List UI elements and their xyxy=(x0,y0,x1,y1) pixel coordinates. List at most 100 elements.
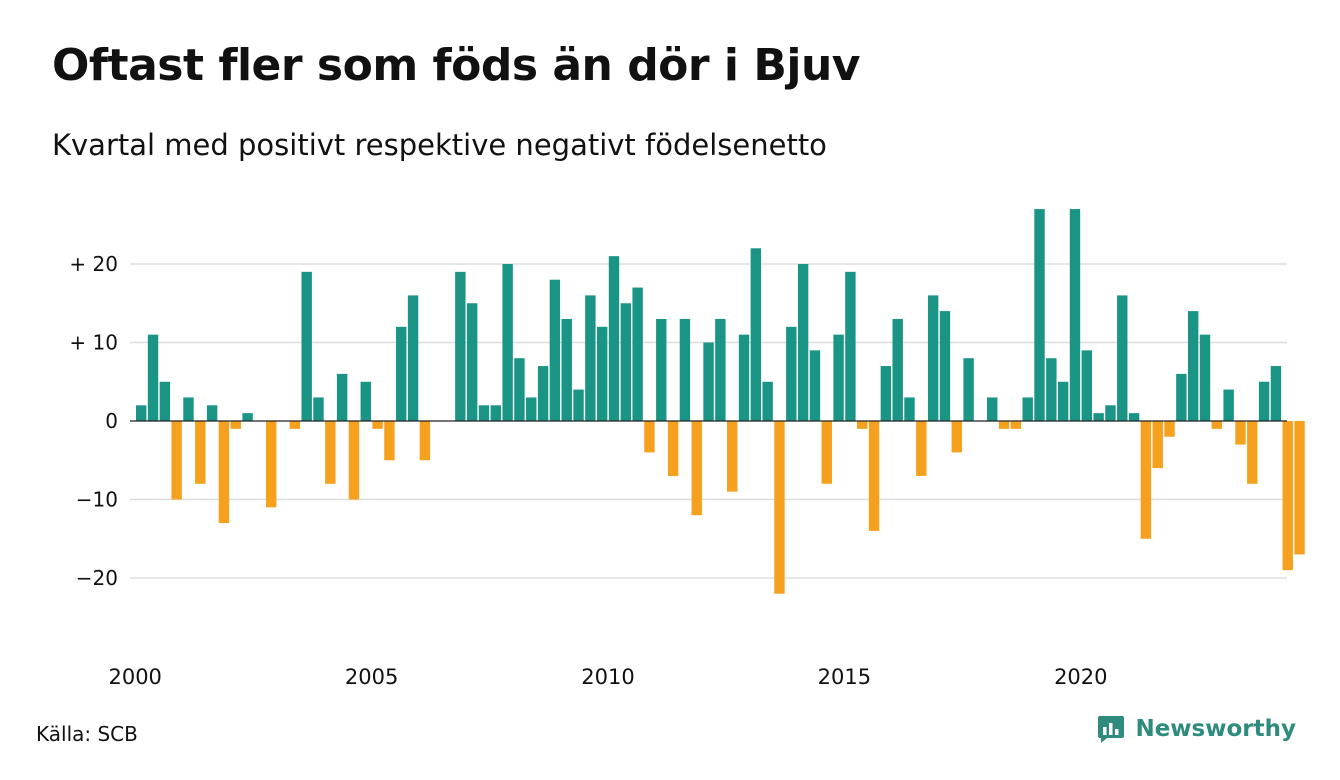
bar-2024-k1 xyxy=(1271,366,1281,421)
bar-2023-k3 xyxy=(1247,421,1257,484)
bar-2009-k2 xyxy=(573,390,583,421)
bar-2001-k4 xyxy=(219,421,229,523)
bar-2005-k4 xyxy=(408,295,418,421)
bar-2010-k1 xyxy=(609,256,619,421)
bar-2002-k4 xyxy=(266,421,276,507)
bar-2001-k1 xyxy=(183,397,193,421)
bar-2000-k1 xyxy=(136,405,146,421)
bar-2014-k1 xyxy=(798,264,808,421)
bar-2023-k1 xyxy=(1223,390,1233,421)
bar-2020-k1 xyxy=(1082,350,1092,421)
x-tick-label: 2020 xyxy=(1054,665,1107,689)
y-tick-label: + 20 xyxy=(69,252,118,276)
bar-2018-k3 xyxy=(1011,421,1021,429)
bar-2011-k4 xyxy=(692,421,702,515)
bar-2007-k4 xyxy=(502,264,512,421)
brand-name: Newsworthy xyxy=(1135,716,1296,742)
bar-2018-k2 xyxy=(999,421,1009,429)
bars-layer xyxy=(136,209,1305,594)
x-tick-label: 2010 xyxy=(581,665,634,689)
bar-2010-k4 xyxy=(644,421,654,452)
bar-2004-k2 xyxy=(337,374,347,421)
bar-2022-k3 xyxy=(1200,335,1210,421)
bar-2018-k4 xyxy=(1023,397,1033,421)
y-tick-label: 0 xyxy=(105,409,118,433)
bar-2003-k3 xyxy=(301,272,311,421)
bar-2007-k1 xyxy=(467,303,477,421)
bar-2020-k4 xyxy=(1117,295,1127,421)
bar-2024-k3 xyxy=(1294,421,1304,554)
y-tick-label: −20 xyxy=(76,566,118,590)
bar-2000-k4 xyxy=(171,421,181,500)
y-tick-label: + 10 xyxy=(69,331,118,355)
bar-2004-k3 xyxy=(349,421,359,500)
bar-2019-k1 xyxy=(1034,209,1044,421)
bar-2005-k3 xyxy=(396,327,406,421)
bar-2001-k3 xyxy=(207,405,217,421)
bar-2004-k1 xyxy=(325,421,335,484)
bar-2015-k2 xyxy=(857,421,867,429)
bar-2006-k4 xyxy=(455,272,465,421)
bar-2020-k2 xyxy=(1093,413,1103,421)
bar-2006-k1 xyxy=(420,421,430,460)
bar-2014-k4 xyxy=(833,335,843,421)
bar-2010-k3 xyxy=(632,288,642,421)
bar-2022-k2 xyxy=(1188,311,1198,421)
bar-2012-k4 xyxy=(739,335,749,421)
bar-2008-k1 xyxy=(514,358,524,421)
bar-2021-k4 xyxy=(1164,421,1174,437)
bar-2019-k3 xyxy=(1058,382,1068,421)
bar-2021-k2 xyxy=(1141,421,1151,539)
bar-2020-k3 xyxy=(1105,405,1115,421)
bar-2014-k3 xyxy=(822,421,832,484)
bar-2011-k2 xyxy=(668,421,678,476)
bar-2005-k2 xyxy=(384,421,394,460)
bar-2016-k3 xyxy=(916,421,926,476)
bar-2012-k2 xyxy=(715,319,725,421)
y-axis-labels: + 20 + 10 0 −10 −20 xyxy=(69,252,118,590)
bar-2009-k1 xyxy=(562,319,572,421)
bar-2009-k4 xyxy=(597,327,607,421)
brand-logo: Newsworthy xyxy=(1097,714,1296,744)
y-tick-label: −10 xyxy=(76,488,118,512)
bar-2007-k3 xyxy=(491,405,501,421)
bar-2003-k4 xyxy=(313,397,323,421)
bar-2019-k4 xyxy=(1070,209,1080,421)
bar-2019-k2 xyxy=(1046,358,1056,421)
bar-2000-k3 xyxy=(160,382,170,421)
bar-2024-k2 xyxy=(1283,421,1293,570)
source-note: Källa: SCB xyxy=(36,722,138,746)
bar-2003-k2 xyxy=(290,421,300,429)
bar-2012-k3 xyxy=(727,421,737,492)
bar-2008-k2 xyxy=(526,397,536,421)
bar-2011-k1 xyxy=(656,319,666,421)
bar-2014-k2 xyxy=(810,350,820,421)
bar-2021-k3 xyxy=(1153,421,1163,468)
bar-2017-k2 xyxy=(952,421,962,452)
bar-2004-k4 xyxy=(361,382,371,421)
bar-2008-k3 xyxy=(538,366,548,421)
bar-2013-k4 xyxy=(786,327,796,421)
x-tick-label: 2000 xyxy=(108,665,161,689)
bar-2013-k3 xyxy=(774,421,784,594)
bar-2023-k4 xyxy=(1259,382,1269,421)
bar-2008-k4 xyxy=(550,280,560,421)
x-tick-label: 2015 xyxy=(818,665,871,689)
bar-2017-k1 xyxy=(940,311,950,421)
bar-2013-k1 xyxy=(751,248,761,421)
bar-2016-k2 xyxy=(904,397,914,421)
bar-2016-k1 xyxy=(892,319,902,421)
bar-2015-k1 xyxy=(845,272,855,421)
bar-chart: + 20 + 10 0 −10 −20 2000 2005 2010 2015 2020 xyxy=(0,0,1340,700)
bar-2017-k3 xyxy=(963,358,973,421)
bar-2013-k2 xyxy=(762,382,772,421)
bar-2015-k4 xyxy=(881,366,891,421)
bar-2022-k1 xyxy=(1176,374,1186,421)
bar-2002-k2 xyxy=(242,413,252,421)
bar-2015-k3 xyxy=(869,421,879,531)
x-axis-labels: 2000 2005 2010 2015 2020 xyxy=(108,665,1107,689)
bar-2018-k1 xyxy=(987,397,997,421)
bar-2022-k4 xyxy=(1212,421,1222,429)
x-tick-label: 2005 xyxy=(345,665,398,689)
bar-2021-k1 xyxy=(1129,413,1139,421)
